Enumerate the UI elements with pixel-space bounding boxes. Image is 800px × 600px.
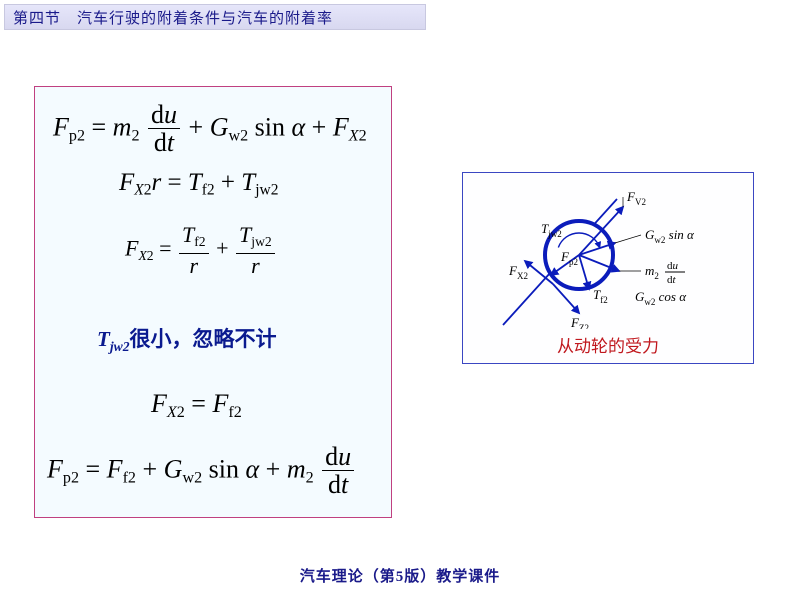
svg-text:Tf2: Tf2	[593, 287, 608, 305]
equation-note: Tjw2很小，忽略不计	[97, 323, 357, 355]
footer-text: 汽车理论（第5版）教学课件	[0, 565, 800, 586]
equation-1: Fp2 = m2 dudt + Gw2 sin α + FX2	[53, 101, 367, 158]
figure-caption: 从动轮的受力	[463, 332, 753, 357]
figure-panel: FV2Gw2 sin αFp2dudtm2FX2Tf2Gw2 cos αFZ2T…	[462, 172, 754, 364]
equation-panel: Fp2 = m2 dudt + Gw2 sin α + FX2 FX2r = T…	[34, 86, 392, 518]
equation-2: FX2r = Tf2 + Tjw2	[119, 169, 278, 200]
svg-text:FZ2: FZ2	[570, 315, 589, 329]
header-title: 第四节 汽车行驶的附着条件与汽车的附着率	[13, 7, 333, 28]
svg-text:Gw2 sin α: Gw2 sin α	[645, 227, 695, 245]
svg-text:FX2: FX2	[508, 263, 528, 281]
svg-text:Tjw2: Tjw2	[541, 221, 562, 239]
free-body-diagram: FV2Gw2 sin αFp2dudtm2FX2Tf2Gw2 cos αFZ2T…	[473, 179, 743, 329]
svg-text:dt: dt	[667, 274, 677, 286]
svg-text:Gw2 cos α: Gw2 cos α	[635, 289, 687, 307]
note-text: 很小，忽略不计	[130, 327, 277, 351]
svg-text:du: du	[667, 260, 679, 272]
svg-text:m2: m2	[645, 263, 659, 281]
header-bar: 第四节 汽车行驶的附着条件与汽车的附着率	[4, 4, 426, 30]
equation-6: Fp2 = Ff2 + Gw2 sin α + m2 dudt	[47, 443, 356, 500]
equation-3: FX2 = Tf2r + Tjw2r	[125, 223, 277, 278]
equation-5: FX2 = Ff2	[151, 389, 242, 422]
svg-text:FV2: FV2	[626, 189, 646, 207]
